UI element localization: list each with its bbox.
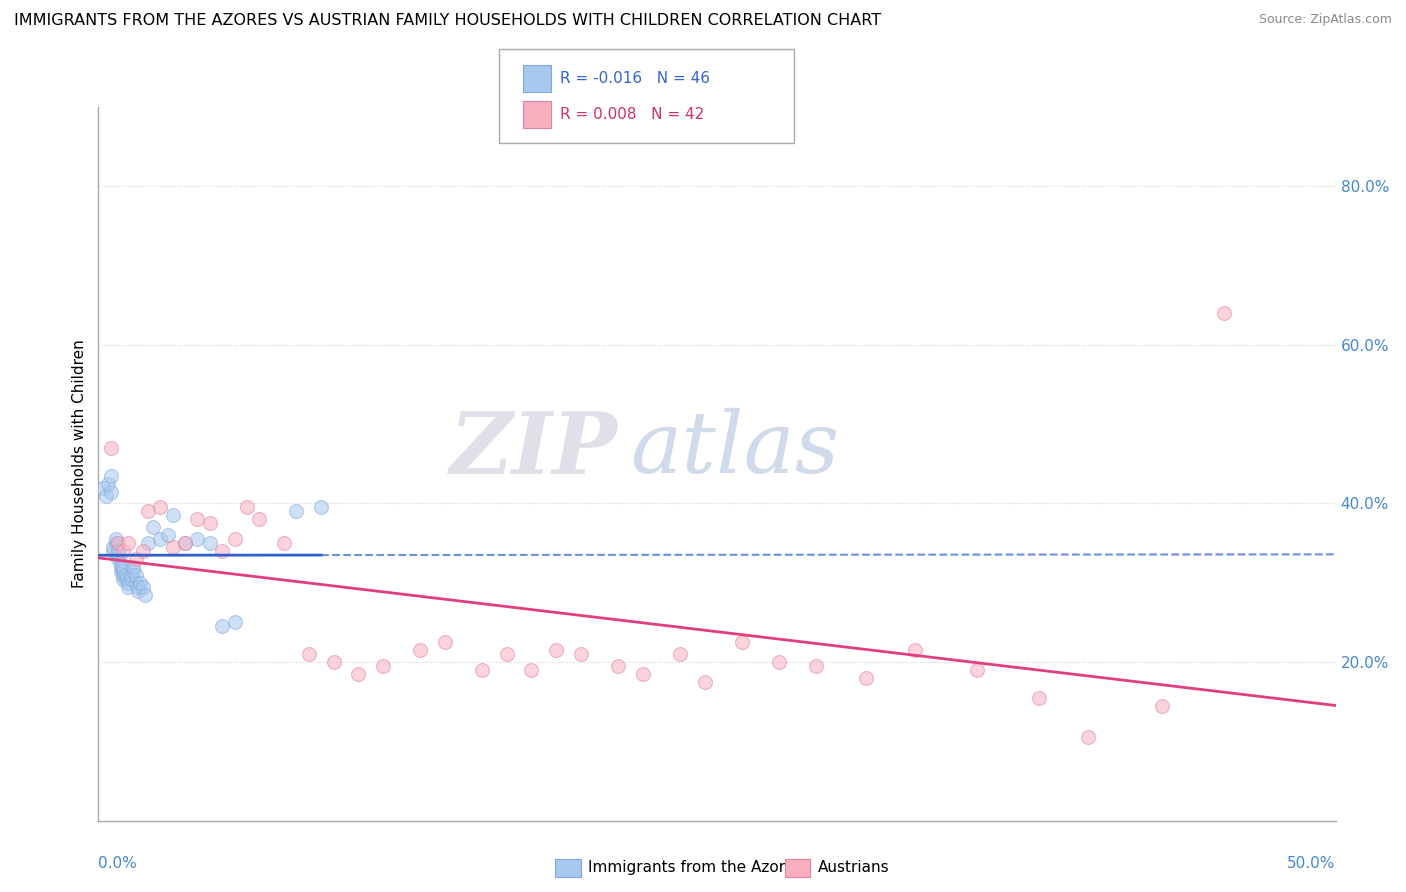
Point [124, 575, 146, 590]
Text: R = 0.008   N = 42: R = 0.008 N = 42 [560, 107, 704, 122]
Point [804, 659, 827, 673]
Point [107, 548, 129, 562]
Point [136, 536, 159, 550]
Point [104, 532, 127, 546]
Point [97, 476, 120, 491]
Text: IMMIGRANTS FROM THE AZORES VS AUSTRIAN FAMILY HOUSEHOLDS WITH CHILDREN CORRELATI: IMMIGRANTS FROM THE AZORES VS AUSTRIAN F… [14, 13, 882, 29]
Point [107, 552, 129, 566]
Point [103, 540, 125, 554]
Point [114, 572, 136, 586]
Point [112, 572, 135, 586]
Point [136, 504, 159, 518]
Point [273, 536, 295, 550]
Point [309, 500, 332, 515]
Point [110, 556, 132, 570]
Point [94, 489, 117, 503]
Point [224, 532, 246, 546]
Point [162, 540, 184, 554]
Point [471, 663, 494, 677]
Point [607, 659, 630, 673]
Point [1077, 731, 1099, 745]
Text: Source: ZipAtlas.com: Source: ZipAtlas.com [1258, 13, 1392, 27]
Point [409, 643, 432, 657]
Point [112, 560, 135, 574]
Text: Austrians: Austrians [818, 861, 890, 875]
Point [174, 536, 197, 550]
Point [162, 508, 184, 523]
Text: atlas: atlas [630, 409, 839, 491]
Text: 0.0%: 0.0% [98, 856, 138, 871]
Point [103, 544, 125, 558]
Point [112, 544, 135, 558]
Point [117, 580, 139, 594]
Point [495, 647, 517, 661]
Point [322, 655, 344, 669]
Point [669, 647, 692, 661]
Point [112, 567, 135, 582]
Point [129, 575, 152, 590]
Point [107, 544, 129, 558]
Point [100, 468, 122, 483]
Point [124, 552, 146, 566]
Point [855, 671, 877, 685]
Point [112, 564, 135, 578]
Point [211, 544, 233, 558]
Point [117, 575, 139, 590]
Point [120, 567, 142, 582]
Point [110, 560, 132, 574]
Point [100, 441, 122, 455]
Point [211, 619, 233, 633]
Point [114, 567, 136, 582]
Point [285, 504, 308, 518]
Point [93, 481, 115, 495]
Point [347, 667, 370, 681]
Point [124, 567, 146, 582]
Point [186, 512, 208, 526]
Point [1152, 698, 1174, 713]
Point [174, 536, 197, 550]
Point [100, 484, 122, 499]
Point [236, 500, 259, 515]
Point [120, 572, 142, 586]
Point [104, 536, 127, 550]
Text: Immigrants from the Azores: Immigrants from the Azores [588, 861, 801, 875]
Point [631, 667, 654, 681]
Point [693, 674, 716, 689]
Point [142, 520, 165, 534]
Point [149, 500, 172, 515]
Point [186, 532, 208, 546]
Point [127, 580, 149, 594]
Point [122, 560, 145, 574]
Point [117, 536, 139, 550]
Point [768, 655, 790, 669]
Y-axis label: Family Households with Children: Family Households with Children [72, 340, 87, 588]
Text: ZIP: ZIP [450, 408, 619, 491]
Point [1213, 306, 1236, 320]
Text: 50.0%: 50.0% [1288, 856, 1336, 871]
Point [134, 588, 156, 602]
Point [198, 536, 221, 550]
Point [198, 516, 221, 531]
Point [546, 643, 568, 657]
Point [966, 663, 988, 677]
Point [127, 583, 149, 598]
Point [132, 580, 155, 594]
Point [122, 564, 145, 578]
Point [156, 528, 179, 542]
Point [298, 647, 321, 661]
Point [247, 512, 270, 526]
Point [904, 643, 927, 657]
Point [569, 647, 592, 661]
Point [1028, 690, 1050, 705]
Point [107, 536, 129, 550]
Text: R = -0.016   N = 46: R = -0.016 N = 46 [560, 71, 710, 87]
Point [731, 635, 754, 649]
Point [433, 635, 456, 649]
Point [224, 615, 246, 630]
Point [132, 544, 155, 558]
Point [520, 663, 543, 677]
Point [149, 532, 172, 546]
Point [371, 659, 394, 673]
Point [110, 564, 132, 578]
